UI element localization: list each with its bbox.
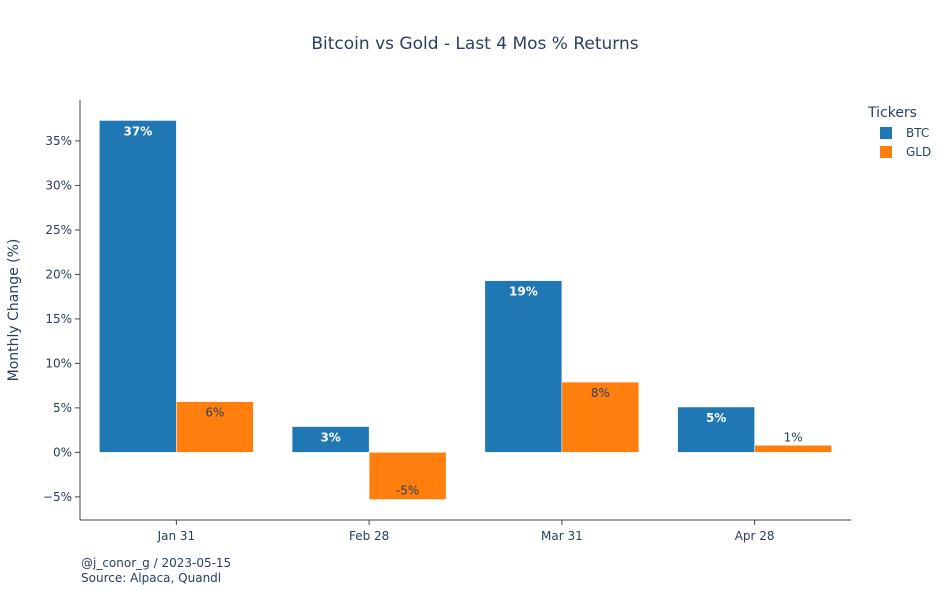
y-axis-label: Monthly Change (%) [6,239,22,382]
legend-swatch-gld [880,146,892,158]
y-tick-label: 5% [53,401,72,415]
legend-swatch-btc [880,127,892,139]
legend-label-btc: BTC [906,126,930,140]
data-label-gld-3: 1% [784,430,803,444]
bar-gld-0 [176,401,254,453]
y-tick-label: 20% [45,267,72,281]
legend-item-btc[interactable]: BTC [880,126,929,140]
y-tick-label: 0% [53,445,72,459]
x-tick-label: Apr 28 [735,529,775,543]
footer-credit: @j_conor_g / 2023-05-15 [81,556,232,570]
y-tick-label: −5% [43,490,72,504]
bar-btc-3 [677,406,755,453]
data-label-gld-2: 8% [591,386,610,400]
y-tick-label: 10% [45,356,72,370]
bar-gld-1 [368,452,447,500]
bar-btc-2 [484,280,563,453]
data-label-btc-1: 3% [320,431,340,445]
legend-item-gld[interactable]: GLD [880,145,931,159]
data-label-btc-3: 5% [706,411,726,425]
x-tick-label: Jan 31 [157,529,196,543]
legend-title: Tickers [868,105,917,121]
data-label-gld-1: -5% [396,484,419,498]
bar-btc-0 [99,120,177,453]
y-tick-label: 35% [45,134,72,148]
y-tick-label: 15% [45,312,72,326]
x-tick-label: Feb 28 [349,529,389,543]
y-tick-label: 25% [45,223,72,237]
data-label-gld-0: 6% [205,406,224,420]
y-tick-label: 30% [45,178,72,192]
bar-gld-2 [561,381,640,453]
data-label-btc-2: 19% [509,285,538,299]
data-label-btc-0: 37% [124,124,153,138]
chart-title: Bitcoin vs Gold - Last 4 Mos % Returns [311,34,639,54]
bar-gld-3 [754,445,832,453]
footer-source: Source: Alpaca, Quandl [81,571,222,585]
bar-btc-1 [291,426,370,453]
legend-label-gld: GLD [906,145,932,159]
x-tick-label: Mar 31 [541,529,583,543]
